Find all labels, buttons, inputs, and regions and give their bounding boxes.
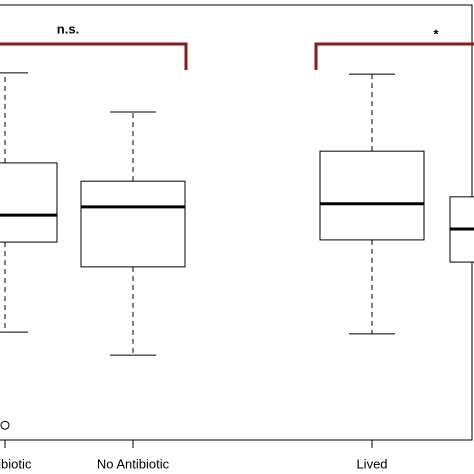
- outlier: [0, 420, 10, 430]
- box: [0, 162, 58, 243]
- x-tick-label: Lived: [356, 456, 387, 471]
- annotation: *: [433, 26, 439, 41]
- x-tick-label: Antibiotic: [0, 456, 32, 471]
- box: [80, 180, 186, 268]
- bracket: [314, 42, 474, 70]
- x-tick-label: No Antibiotic: [97, 456, 170, 471]
- box: [319, 150, 425, 241]
- annotation: n.s.: [57, 21, 79, 36]
- bracket: [0, 42, 188, 70]
